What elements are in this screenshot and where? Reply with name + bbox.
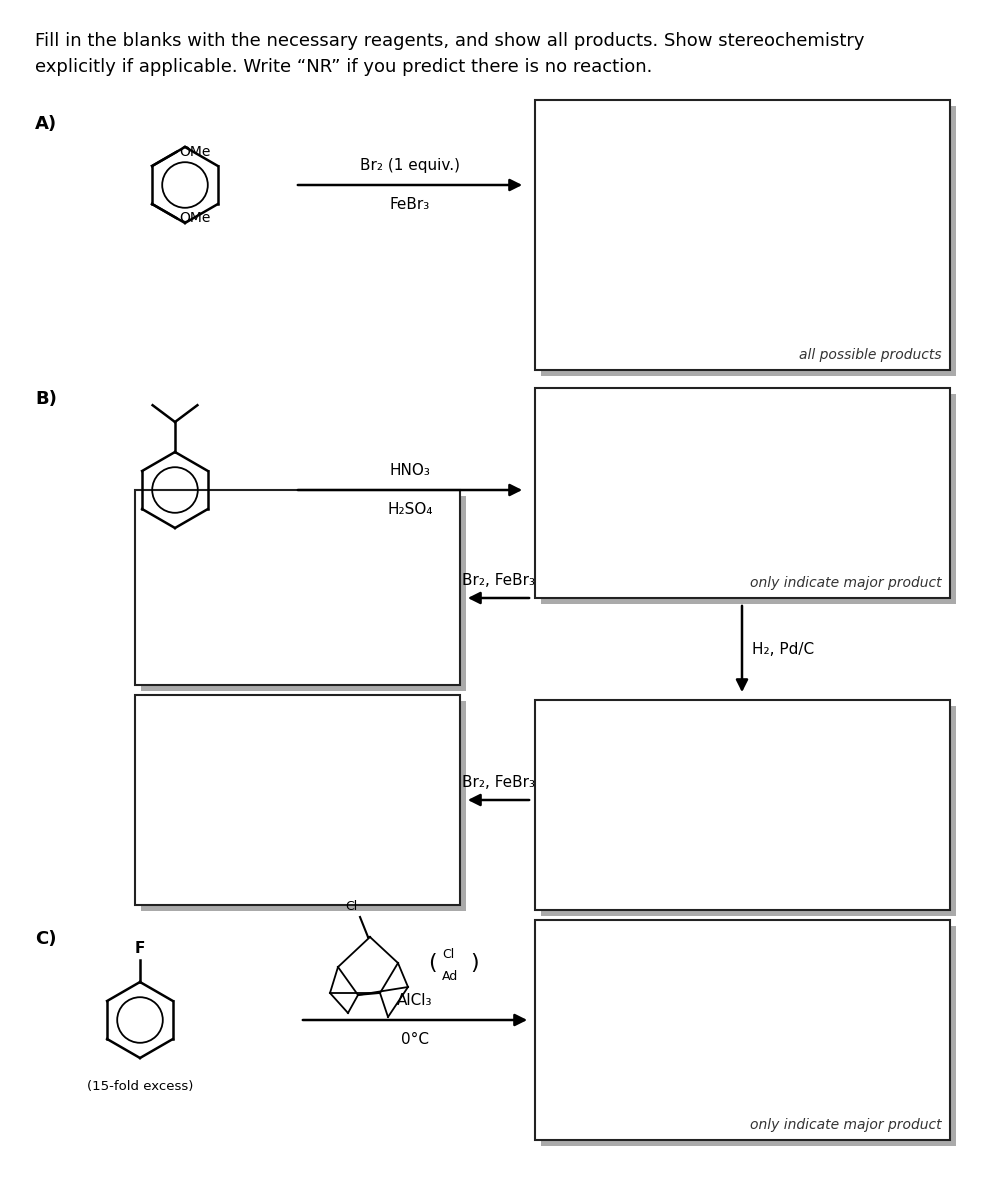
- Text: AlCl₃: AlCl₃: [397, 993, 433, 1008]
- Bar: [535, 920, 950, 1139]
- Bar: [535, 100, 950, 370]
- Text: H₂, Pd/C: H₂, Pd/C: [752, 642, 814, 656]
- Text: F: F: [135, 941, 146, 956]
- Text: OMe: OMe: [179, 212, 211, 225]
- Bar: [541, 106, 956, 376]
- Bar: [135, 695, 460, 905]
- Bar: [135, 491, 460, 686]
- Text: B): B): [35, 390, 56, 408]
- Bar: [535, 388, 950, 598]
- Text: HNO₃: HNO₃: [389, 463, 431, 478]
- Text: Br₂, FeBr₃: Br₂, FeBr₃: [462, 573, 535, 587]
- Text: Cl: Cl: [442, 948, 454, 961]
- Bar: [541, 926, 956, 1147]
- Text: OMe: OMe: [179, 145, 211, 160]
- Text: C): C): [35, 930, 56, 948]
- Text: ): ): [470, 953, 478, 973]
- Bar: [141, 496, 466, 691]
- Text: Br₂, FeBr₃: Br₂, FeBr₃: [462, 775, 535, 790]
- Text: 0°C: 0°C: [401, 1032, 429, 1047]
- Text: Ad: Ad: [442, 970, 458, 983]
- Text: A): A): [35, 115, 57, 134]
- Text: Br₂ (1 equiv.): Br₂ (1 equiv.): [360, 158, 460, 173]
- Text: (15-fold excess): (15-fold excess): [87, 1080, 193, 1093]
- Text: all possible products: all possible products: [799, 348, 942, 362]
- Text: Fill in the blanks with the necessary reagents, and show all products. Show ster: Fill in the blanks with the necessary re…: [35, 32, 864, 50]
- Bar: [541, 394, 956, 604]
- Bar: [535, 700, 950, 910]
- Text: only indicate major product: only indicate major product: [750, 1118, 942, 1132]
- Text: only indicate major product: only indicate major product: [750, 576, 942, 590]
- Text: FeBr₃: FeBr₃: [390, 197, 430, 212]
- Text: (: (: [428, 953, 437, 973]
- Text: H₂SO₄: H₂SO₄: [387, 502, 433, 517]
- Bar: [141, 701, 466, 911]
- Text: explicitly if applicable. Write “NR” if you predict there is no reaction.: explicitly if applicable. Write “NR” if …: [35, 58, 652, 76]
- Text: Cl: Cl: [346, 900, 358, 913]
- Bar: [541, 706, 956, 916]
